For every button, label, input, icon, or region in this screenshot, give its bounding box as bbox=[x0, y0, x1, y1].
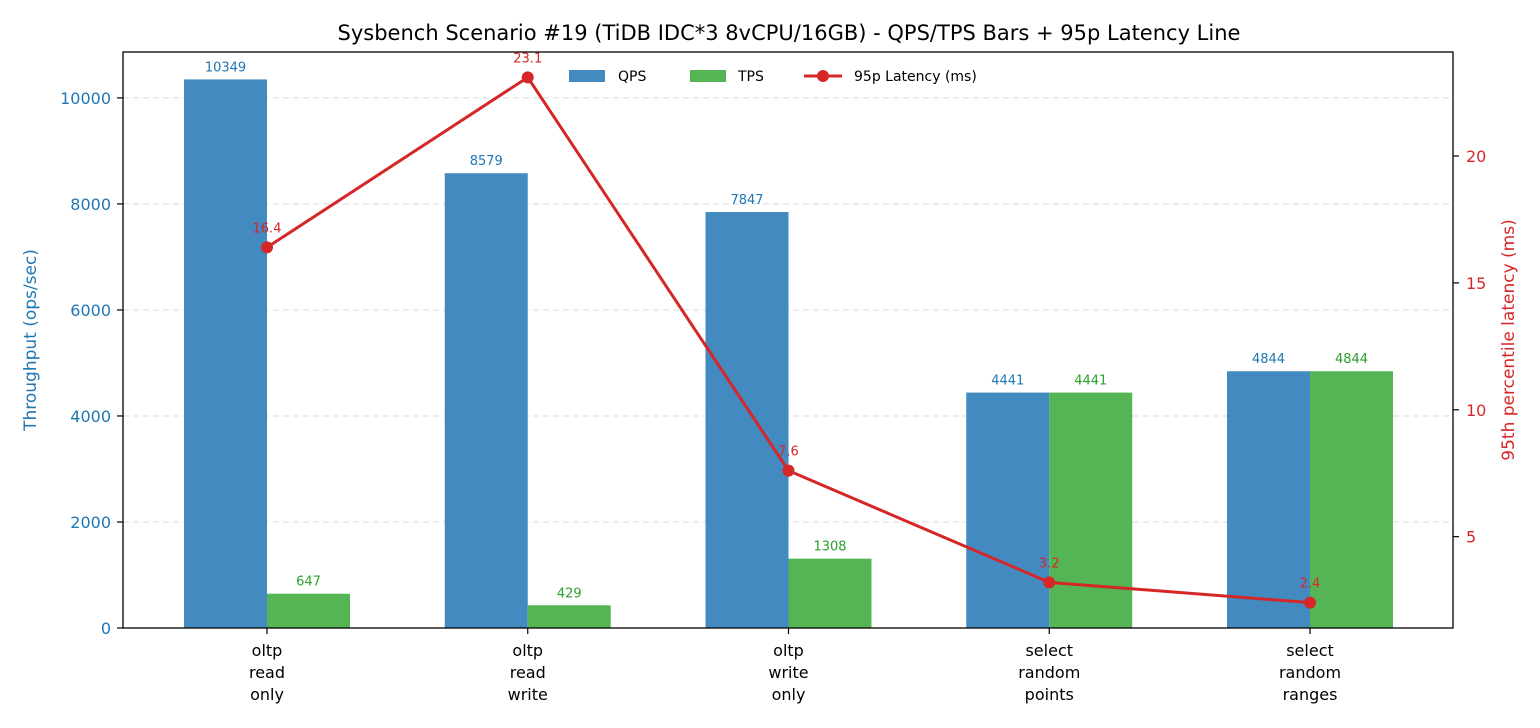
qps-bar bbox=[705, 212, 789, 628]
y-left-tick-label: 2000 bbox=[70, 513, 111, 532]
y-axis-right-label: 95th percentile latency (ms) bbox=[1499, 219, 1519, 460]
tps-value-label: 429 bbox=[557, 586, 582, 601]
x-tick-label: select random points bbox=[1018, 641, 1080, 704]
legend-qps-label: QPS bbox=[618, 69, 646, 85]
chart-title: Sysbench Scenario #19 (TiDB IDC*3 8vCPU/… bbox=[338, 21, 1241, 45]
y-left-tick-label: 8000 bbox=[70, 195, 111, 214]
legend-latency-label: 95p Latency (ms) bbox=[854, 69, 977, 85]
qps-bar bbox=[184, 79, 267, 628]
x-tick-label: select random ranges bbox=[1279, 641, 1341, 704]
y-left-tick-label: 10000 bbox=[60, 89, 111, 108]
qps-value-label: 4844 bbox=[1252, 352, 1285, 367]
x-tick-label: oltp read write bbox=[508, 641, 548, 704]
legend-latency-marker bbox=[817, 70, 829, 82]
tps-value-label: 647 bbox=[296, 575, 321, 590]
latency-point bbox=[261, 241, 273, 254]
y-left-tick-label: 6000 bbox=[70, 301, 111, 320]
latency-value-label: 7.6 bbox=[778, 445, 799, 460]
tps-value-label: 4441 bbox=[1074, 374, 1107, 389]
tps-bar bbox=[527, 605, 611, 628]
qps-bar bbox=[444, 173, 528, 628]
qps-value-label: 10349 bbox=[205, 60, 246, 75]
qps-value-label: 8579 bbox=[470, 154, 503, 169]
qps-bar bbox=[1227, 371, 1310, 628]
tps-bar bbox=[788, 558, 872, 628]
qps-bar bbox=[966, 392, 1050, 628]
y-right-tick-label: 20 bbox=[1466, 147, 1486, 166]
latency-point bbox=[1043, 576, 1056, 589]
latency-line bbox=[261, 71, 1316, 609]
latency-value-label: 3.2 bbox=[1039, 556, 1060, 571]
data-labels: 10349 8579 7847 4441 4844 647 429 1308 4441 4844 1… bbox=[205, 51, 1368, 601]
y-right-tick-label: 10 bbox=[1466, 401, 1486, 420]
qps-value-label: 4441 bbox=[991, 374, 1024, 389]
tps-value-label: 1308 bbox=[813, 540, 846, 555]
tps-bar bbox=[267, 593, 350, 628]
legend[interactable]: QPS TPS 95p Latency (ms) bbox=[569, 69, 977, 85]
legend-qps-swatch bbox=[569, 70, 605, 82]
tps-bar bbox=[1310, 371, 1393, 628]
bars bbox=[184, 79, 1393, 628]
latency-value-label: 2.4 bbox=[1300, 577, 1321, 592]
y-right-tick-label: 5 bbox=[1466, 528, 1476, 547]
y-right-tick-label: 15 bbox=[1466, 274, 1486, 293]
axes: 0 2000 4000 6000 8000 10000 5 10 15 20 oltp read onl… bbox=[60, 89, 1486, 704]
tps-bar bbox=[1049, 392, 1133, 628]
latency-point bbox=[782, 464, 795, 477]
tps-value-label: 4844 bbox=[1335, 352, 1368, 367]
y-axis-left-label: Throughput (ops/sec) bbox=[21, 249, 41, 432]
x-tick-label: oltp read only bbox=[249, 641, 285, 704]
legend-tps-label: TPS bbox=[737, 69, 764, 85]
x-tick-label: oltp write only bbox=[768, 641, 808, 704]
latency-point bbox=[1304, 596, 1316, 609]
latency-value-label: 23.1 bbox=[513, 51, 542, 66]
latency-point bbox=[521, 71, 534, 84]
y-left-tick-label: 4000 bbox=[70, 407, 111, 426]
latency-value-label: 16.4 bbox=[253, 221, 282, 236]
y-left-tick-label: 0 bbox=[101, 619, 111, 638]
qps-value-label: 7847 bbox=[730, 193, 763, 208]
legend-tps-swatch bbox=[690, 70, 726, 82]
